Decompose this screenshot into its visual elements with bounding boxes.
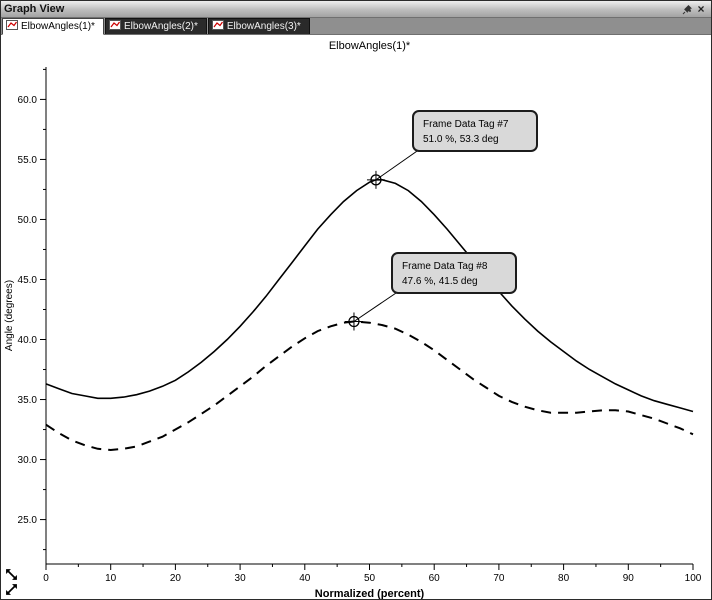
chart: ElbowAngles(1)* 25.0 30.0 35.0 40.0 45.0 50.0 5… — [4, 40, 702, 599]
x-tick-label: 20 — [170, 573, 182, 584]
window-title: Graph View — [4, 3, 65, 15]
y-tick-label: 60.0 — [18, 95, 38, 106]
tab-elbowangles-3[interactable]: ElbowAngles(3)* — [207, 18, 310, 34]
x-tick-label: 10 — [105, 573, 117, 584]
fit-view-button-bottom[interactable] — [4, 583, 18, 596]
tag-title: Frame Data Tag #7 — [423, 119, 509, 130]
tab-label: ElbowAngles(1)* — [21, 21, 95, 32]
x-tick-label: 90 — [623, 573, 635, 584]
series-elbow-angle-trace-1[interactable] — [45, 179, 694, 413]
pushpin-icon — [682, 4, 692, 14]
x-tick-label: 60 — [429, 573, 441, 584]
chart-icon — [108, 20, 121, 33]
tag-marker[interactable] — [370, 174, 382, 186]
series-elbow-angle-trace-2[interactable] — [45, 320, 694, 452]
y-tick-label: 45.0 — [18, 275, 38, 286]
x-tick-label: 0 — [43, 573, 49, 584]
y-tick-label: 50.0 — [18, 215, 38, 226]
x-tick-label: 80 — [558, 573, 570, 584]
tab-bar: ElbowAngles(1)* ElbowAngles(2)* ElbowAng… — [1, 18, 711, 35]
pin-button[interactable] — [680, 3, 694, 16]
chart-icon — [6, 20, 18, 33]
expand-ne-sw-icon — [5, 584, 17, 595]
y-tick-label: 40.0 — [18, 335, 38, 346]
y-axis-label: Angle (degrees) — [4, 280, 15, 351]
y-tick-label: 30.0 — [18, 455, 38, 466]
tag-marker[interactable] — [348, 315, 360, 328]
tab-label: ElbowAngles(2)* — [123, 21, 198, 32]
expand-nw-se-icon — [5, 569, 17, 580]
frame-data-tag-8[interactable]: Frame Data Tag #8 47.6 %, 41.5 deg — [344, 252, 517, 331]
tag-box[interactable] — [412, 110, 538, 152]
x-tick-label: 40 — [299, 573, 311, 584]
close-button[interactable]: × — [697, 2, 705, 16]
tab-elbowangles-2[interactable]: ElbowAngles(2)* — [104, 18, 207, 34]
frame-data-tag-7[interactable]: Frame Data Tag #7 51.0 %, 53.3 deg — [366, 110, 538, 189]
chart-icon — [211, 20, 224, 33]
tab-label: ElbowAngles(3)* — [226, 21, 301, 32]
x-tick-label: 30 — [235, 573, 247, 584]
y-tick-label: 35.0 — [18, 395, 38, 406]
x-tick-label: 70 — [493, 573, 505, 584]
y-tick-label: 55.0 — [18, 155, 38, 166]
corner-controls — [4, 568, 18, 596]
tag-title: Frame Data Tag #8 — [402, 261, 488, 272]
tag-value: 47.6 %, 41.5 deg — [402, 276, 478, 287]
fit-view-button-top[interactable] — [4, 568, 18, 581]
x-axis-label: Normalized (percent) — [315, 588, 425, 599]
x-tick-label: 50 — [364, 573, 376, 584]
tab-elbowangles-1[interactable]: ElbowAngles(1)* — [2, 18, 104, 35]
plot-area: ElbowAngles(1)* 25.0 30.0 35.0 40.0 45.0 50.0 5… — [1, 35, 711, 599]
x-tick-label: 100 — [685, 573, 702, 584]
chart-title: ElbowAngles(1)* — [329, 40, 411, 52]
tag-box[interactable] — [391, 252, 517, 294]
titlebar[interactable]: Graph View × — [1, 1, 711, 18]
tag-value: 51.0 %, 53.3 deg — [423, 134, 499, 145]
y-tick-label: 25.0 — [18, 515, 38, 526]
